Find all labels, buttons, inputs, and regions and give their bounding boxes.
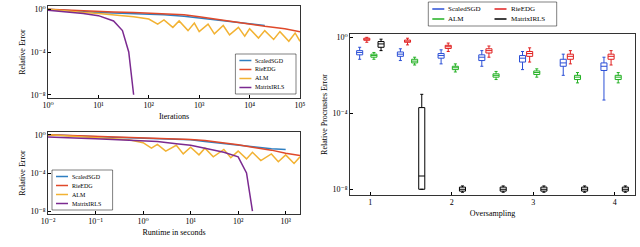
svg-text:RieEDG: RieEDG — [511, 5, 535, 13]
svg-text:10⁵: 10⁵ — [295, 101, 306, 110]
svg-text:10⁻⁴: 10⁻⁴ — [333, 109, 348, 118]
svg-text:2: 2 — [450, 198, 454, 207]
svg-text:10¹: 10¹ — [93, 101, 104, 110]
svg-text:ALM: ALM — [255, 75, 269, 81]
svg-text:Iterations: Iterations — [159, 112, 189, 121]
svg-text:10⁻¹: 10⁻¹ — [88, 217, 103, 226]
svg-text:RieEDG: RieEDG — [72, 183, 93, 189]
svg-text:RieEDG: RieEDG — [255, 66, 276, 72]
svg-text:10²: 10² — [144, 101, 155, 110]
svg-text:10⁻⁸: 10⁻⁸ — [333, 185, 348, 194]
svg-text:10⁰: 10⁰ — [137, 217, 148, 226]
svg-text:ALM: ALM — [72, 192, 86, 198]
svg-text:10⁻⁴: 10⁻⁴ — [31, 169, 46, 178]
svg-text:ScaledSGD: ScaledSGD — [72, 174, 101, 180]
svg-text:ALM: ALM — [448, 15, 464, 23]
svg-text:Oversampling: Oversampling — [470, 209, 515, 218]
svg-text:Relative Error: Relative Error — [18, 150, 27, 196]
svg-text:10³: 10³ — [194, 101, 205, 110]
svg-text:10¹: 10¹ — [185, 217, 196, 226]
svg-text:10⁻⁴: 10⁻⁴ — [31, 48, 46, 57]
svg-text:10⁰: 10⁰ — [42, 101, 53, 110]
svg-text:MatrixIRLS: MatrixIRLS — [72, 201, 101, 207]
svg-text:Relative Error: Relative Error — [18, 29, 27, 75]
svg-text:10⁰: 10⁰ — [34, 5, 45, 14]
svg-text:10⁰: 10⁰ — [336, 33, 347, 42]
svg-text:10⁻⁸: 10⁻⁸ — [31, 207, 46, 216]
svg-text:MatrixIRLS: MatrixIRLS — [511, 15, 545, 23]
svg-text:10³: 10³ — [280, 217, 291, 226]
svg-text:10⁻²: 10⁻² — [41, 217, 56, 226]
svg-text:ScaledSGD: ScaledSGD — [448, 5, 481, 13]
svg-text:ScaledSGD: ScaledSGD — [255, 58, 284, 64]
svg-text:10⁰: 10⁰ — [34, 131, 45, 140]
svg-text:10⁻⁸: 10⁻⁸ — [31, 91, 46, 100]
svg-text:MatrixIRLS: MatrixIRLS — [255, 84, 284, 90]
svg-text:10⁴: 10⁴ — [244, 101, 255, 110]
svg-text:1: 1 — [368, 198, 372, 207]
svg-text:Relative Procrustes Error: Relative Procrustes Error — [320, 74, 329, 155]
svg-text:3: 3 — [531, 198, 535, 207]
svg-text:Runtime in seconds: Runtime in seconds — [142, 228, 205, 237]
svg-text:4: 4 — [613, 198, 617, 207]
svg-text:10²: 10² — [233, 217, 244, 226]
